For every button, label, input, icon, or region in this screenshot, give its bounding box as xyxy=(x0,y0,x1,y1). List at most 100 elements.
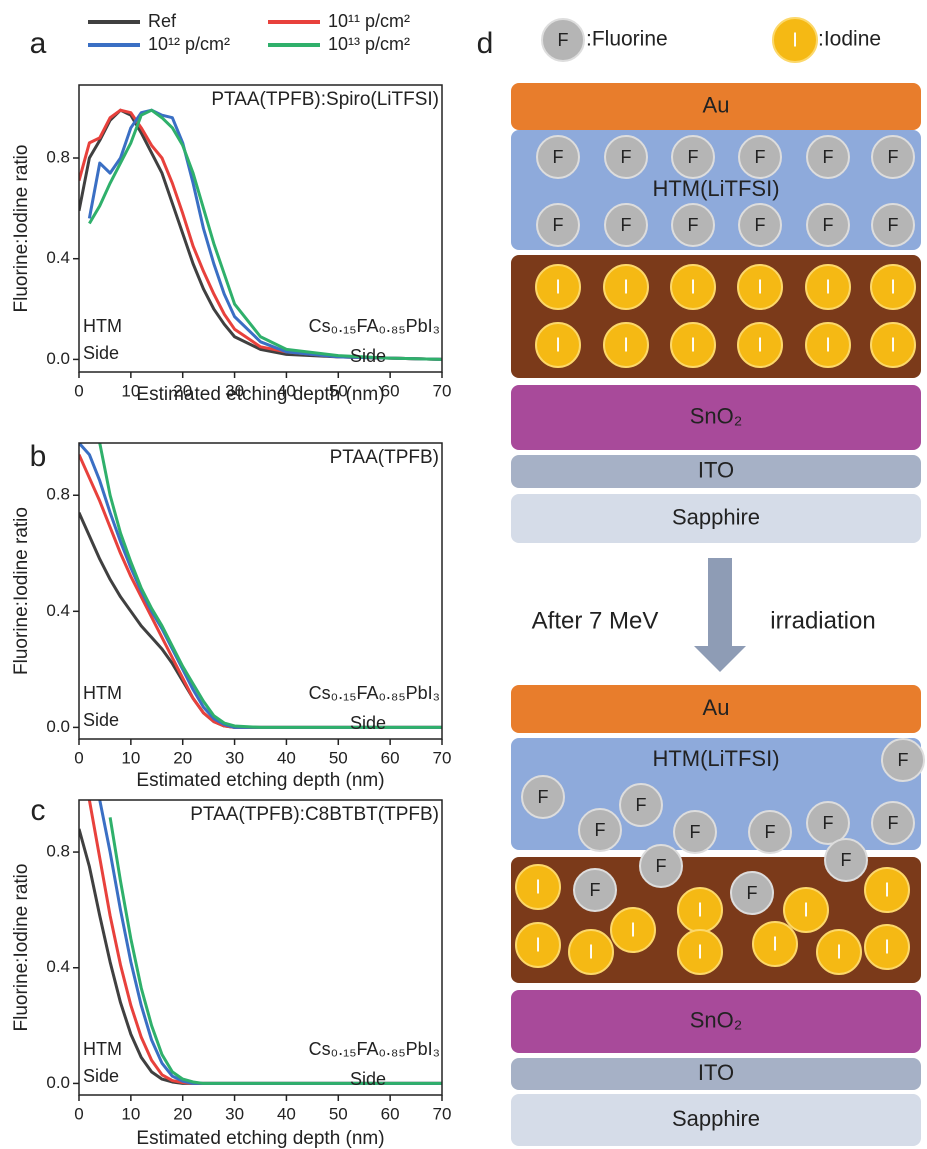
annotation: Side xyxy=(350,346,386,366)
arrow-head xyxy=(694,646,746,672)
y-tick-label: 0.0 xyxy=(46,349,70,368)
x-tick-label: 30 xyxy=(225,1104,244,1123)
fluorine-symbol: F xyxy=(553,147,564,167)
iodine-symbol: I xyxy=(555,334,561,356)
iodine-symbol: I xyxy=(803,899,809,921)
annotation: HTM xyxy=(83,683,122,703)
iodine-symbol: I xyxy=(757,276,763,298)
iodine-symbol: I xyxy=(884,879,890,901)
iodine-symbol: I xyxy=(792,29,798,51)
fluorine-symbol: F xyxy=(690,822,701,842)
x-tick-label: 20 xyxy=(173,748,192,767)
annotation: Side xyxy=(350,1069,386,1089)
x-tick-label: 70 xyxy=(433,1104,452,1123)
x-tick-label: 60 xyxy=(381,748,400,767)
iodine-symbol: I xyxy=(690,334,696,356)
annotation: HTM xyxy=(83,316,122,336)
iodine-symbol: I xyxy=(772,933,778,955)
x-tick-label: 0 xyxy=(74,381,83,400)
y-tick-label: 0.4 xyxy=(46,248,70,267)
panel-label: d xyxy=(477,27,494,60)
panel-label: a xyxy=(30,27,47,60)
chart-title: PTAA(TPFB):Spiro(LiTFSI) xyxy=(211,89,439,110)
fluorine-symbol: F xyxy=(621,147,632,167)
x-tick-label: 10 xyxy=(121,748,140,767)
arrow-label: After 7 MeV xyxy=(532,607,659,634)
page: 0 10 20 30 40 50 60 70 0.0 0.4 0.8 a PTAA(TPFB):Spir… xyxy=(0,0,927,1149)
iodine-symbol: I xyxy=(535,934,541,956)
y-axis-label: Fluorine:Iodine ratio xyxy=(11,864,32,1032)
iodine-symbol: I xyxy=(697,941,703,963)
x-axis-label: Estimated etching depth (nm) xyxy=(136,1128,384,1149)
fluorine-symbol: F xyxy=(553,215,564,235)
x-tick-label: 70 xyxy=(433,748,452,767)
legend-label: 10¹¹ p/cm² xyxy=(328,11,410,31)
htm-layer-label: HTM(LiTFSI) xyxy=(652,746,779,771)
fluorine-symbol: F xyxy=(888,147,899,167)
chart-title: PTAA(TPFB) xyxy=(330,447,439,468)
y-tick-label: 0.8 xyxy=(46,485,70,504)
au-layer-label: Au xyxy=(703,92,730,117)
x-tick-label: 60 xyxy=(381,1104,400,1123)
fluorine-symbol: F xyxy=(595,820,606,840)
fluorine-symbol: F xyxy=(590,880,601,900)
legend-label: 10¹² p/cm² xyxy=(148,34,230,54)
annotation: Side xyxy=(350,713,386,733)
y-tick-label: 0.0 xyxy=(46,1073,70,1092)
fluorine-symbol: F xyxy=(898,750,909,770)
legend-label: :Fluorine xyxy=(586,28,668,51)
fluorine-symbol: F xyxy=(621,215,632,235)
iodine-symbol: I xyxy=(836,941,842,963)
ito-layer-label: ITO xyxy=(698,1060,734,1085)
figure: 0 10 20 30 40 50 60 70 0.0 0.4 0.8 a PTAA(TPFB):Spir… xyxy=(0,0,927,1149)
fluorine-symbol: F xyxy=(688,215,699,235)
fluorine-symbol: F xyxy=(656,856,667,876)
x-tick-label: 70 xyxy=(433,381,452,400)
fluorine-symbol: F xyxy=(765,822,776,842)
fluorine-symbol: F xyxy=(558,30,569,50)
fluorine-symbol: F xyxy=(636,795,647,815)
annotation: Cs₀.₁₅FA₀.₈₅PbI₃ xyxy=(309,1039,440,1059)
fluorine-symbol: F xyxy=(747,883,758,903)
annotation: Side xyxy=(83,1066,119,1086)
chart-title: PTAA(TPFB):C8BTBT(TPFB) xyxy=(190,804,439,825)
sno2-layer-label: SnO₂ xyxy=(690,403,743,428)
iodine-symbol: I xyxy=(825,276,831,298)
fluorine-symbol: F xyxy=(823,147,834,167)
y-tick-label: 0.8 xyxy=(46,842,70,861)
iodine-symbol: I xyxy=(757,334,763,356)
x-tick-label: 50 xyxy=(329,1104,348,1123)
x-tick-label: 40 xyxy=(277,1104,296,1123)
iodine-symbol: I xyxy=(555,276,561,298)
iodine-symbol: I xyxy=(890,334,896,356)
y-tick-label: 0.4 xyxy=(46,601,70,620)
x-tick-label: 30 xyxy=(225,748,244,767)
x-tick-label: 50 xyxy=(329,748,348,767)
fluorine-symbol: F xyxy=(888,215,899,235)
y-tick-label: 0.4 xyxy=(46,957,70,976)
iodine-symbol: I xyxy=(690,276,696,298)
iodine-symbol: I xyxy=(630,919,636,941)
panel-label: c xyxy=(31,794,46,827)
arrow-shaft xyxy=(708,558,732,648)
annotation: Cs₀.₁₅FA₀.₈₅PbI₃ xyxy=(309,316,440,336)
iodine-symbol: I xyxy=(697,899,703,921)
x-tick-label: 0 xyxy=(74,1104,83,1123)
au-layer-label: Au xyxy=(703,695,730,720)
iodine-symbol: I xyxy=(890,276,896,298)
x-tick-label: 40 xyxy=(277,748,296,767)
ito-layer-label: ITO xyxy=(698,457,734,482)
legend-label: 10¹³ p/cm² xyxy=(328,34,410,54)
fluorine-symbol: F xyxy=(888,813,899,833)
x-tick-label: 20 xyxy=(173,1104,192,1123)
x-tick-label: 10 xyxy=(121,1104,140,1123)
fluorine-symbol: F xyxy=(755,147,766,167)
sno2-layer-label: SnO₂ xyxy=(690,1007,743,1032)
iodine-symbol: I xyxy=(588,941,594,963)
fluorine-symbol: F xyxy=(538,787,549,807)
annotation: Side xyxy=(83,710,119,730)
y-axis-label: Fluorine:Iodine ratio xyxy=(11,507,32,675)
iodine-symbol: I xyxy=(623,334,629,356)
fluorine-symbol: F xyxy=(841,850,852,870)
arrow-label: irradiation xyxy=(770,607,875,634)
